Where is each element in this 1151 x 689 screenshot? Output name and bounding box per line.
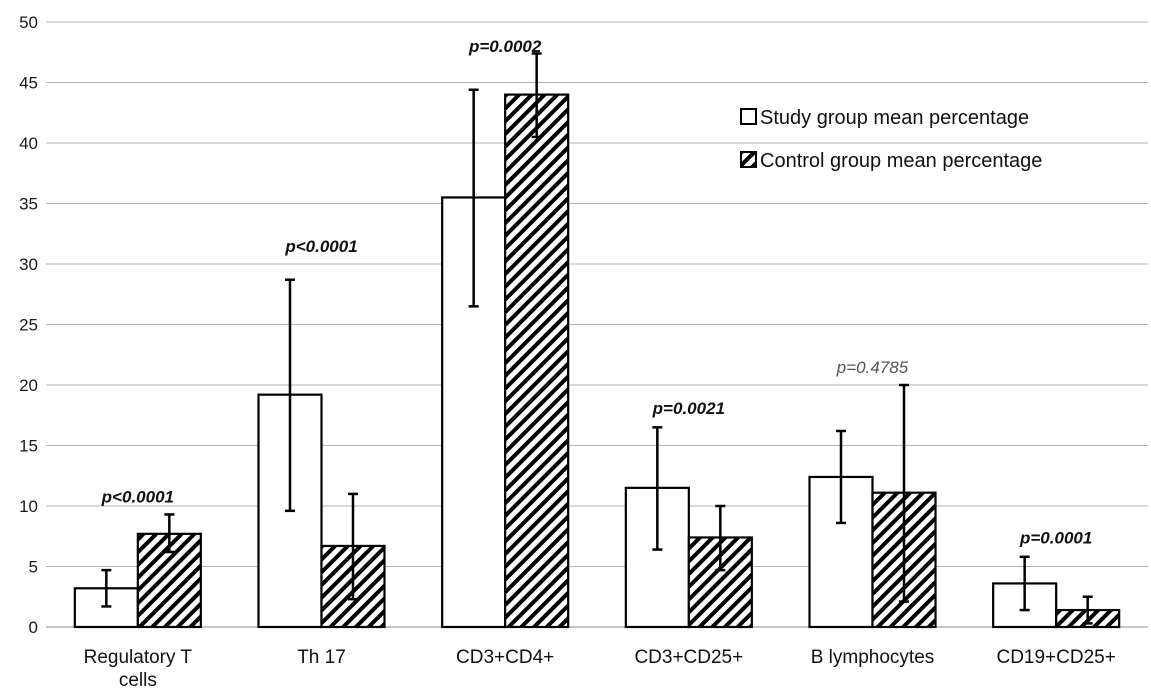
p-value-label: p=0.0021: [652, 399, 725, 418]
x-category-label: Regulatory T: [84, 647, 193, 668]
y-tick-label: 15: [19, 437, 38, 456]
p-value-annotations: p<0.0001 p<0.0001 p=0.0002 p=0.0021 p=0.4785…: [101, 37, 1093, 547]
y-tick-label: 30: [19, 255, 38, 274]
p-value-label: p=0.0002: [468, 37, 542, 56]
legend: Study group mean percentage Control group…: [740, 107, 1042, 172]
y-tick-label: 20: [19, 376, 38, 395]
x-category-label: Th 17: [297, 647, 346, 668]
y-tick-label: 45: [19, 74, 38, 93]
x-category-label: CD19+CD25+: [996, 647, 1115, 668]
y-tick-label: 25: [19, 316, 38, 335]
x-axis-categories: Regulatory T cells Th 17 CD3+CD4+ CD3+CD25+ B…: [84, 647, 1116, 689]
control-bar: [504, 93, 570, 629]
y-axis-ticks: 0 5 10 15 20 25 30 35 40 45 50: [19, 13, 38, 637]
y-tick-label: 0: [29, 618, 38, 637]
p-value-label: p<0.0001: [101, 487, 174, 506]
x-category-label: CD3+CD25+: [634, 647, 743, 668]
legend-study-label: Study group mean percentage: [760, 107, 1029, 129]
y-tick-label: 5: [29, 558, 38, 577]
error-bars: [101, 52, 1093, 625]
x-category-label: CD3+CD4+: [456, 647, 554, 668]
gridlines: [46, 21, 1148, 628]
x-category-label: B lymphocytes: [811, 647, 935, 668]
p-value-label: p<0.0001: [284, 237, 357, 256]
y-tick-label: 10: [19, 497, 38, 516]
p-value-label: p=0.4785: [836, 358, 909, 377]
x-category-label: cells: [119, 670, 157, 689]
bars: [73, 93, 1121, 629]
legend-control-label: Control group mean percentage: [760, 150, 1042, 172]
legend-control-swatch: [740, 151, 757, 168]
y-tick-label: 50: [19, 13, 38, 32]
y-tick-label: 35: [19, 195, 38, 214]
p-value-label: p=0.0001: [1019, 528, 1092, 547]
legend-study-swatch: [740, 108, 757, 125]
y-tick-label: 40: [19, 134, 38, 153]
